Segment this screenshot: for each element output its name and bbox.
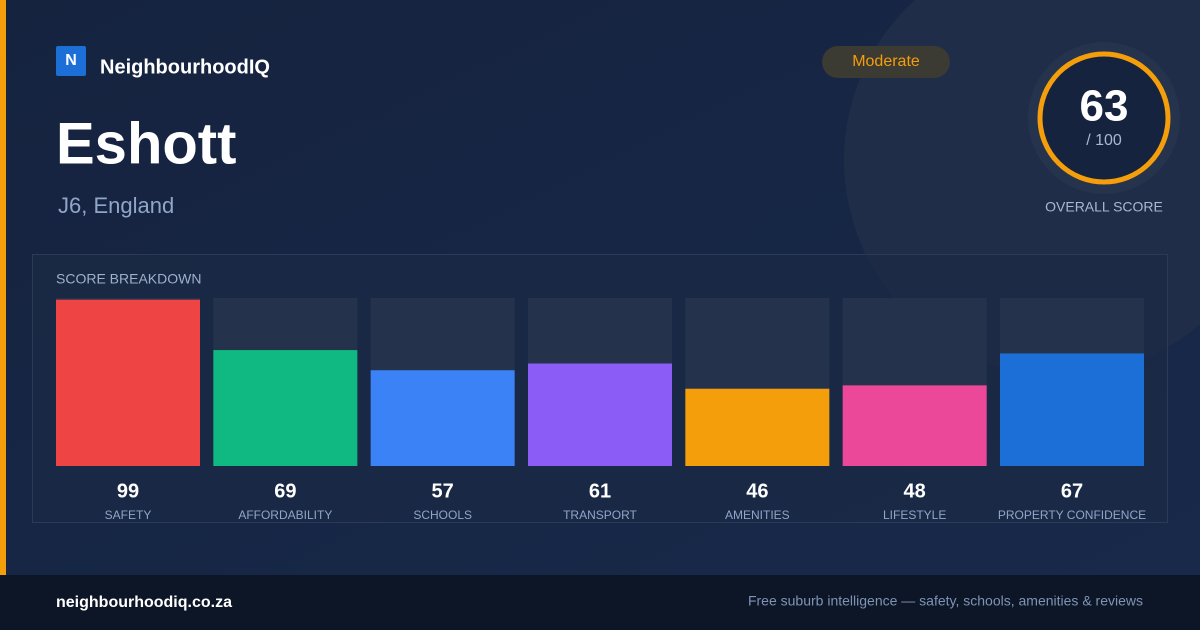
bar — [685, 388, 830, 466]
accent-strip — [0, 0, 6, 575]
footer-tagline: Free suburb intelligence — safety, schoo… — [748, 593, 1143, 609]
score-ring — [1037, 51, 1171, 185]
bar — [842, 385, 987, 466]
logo — [56, 46, 86, 76]
bar — [528, 363, 672, 466]
bar — [56, 299, 200, 466]
bar-label: AFFORDABILITY — [238, 508, 332, 522]
bar-value: 46 — [746, 480, 768, 502]
footer-site: neighbourhoodiq.co.za — [56, 594, 232, 611]
badge-text: Moderate — [852, 53, 920, 70]
bar-value: 48 — [904, 480, 926, 502]
bar-label: SCHOOLS — [413, 508, 472, 522]
overall-scale: / 100 — [1086, 132, 1122, 149]
bar-value: 61 — [589, 480, 611, 502]
bar-value: 67 — [1061, 480, 1083, 502]
bar-label: AMENITIES — [725, 508, 790, 522]
bar-label: PROPERTY CONFIDENCE — [998, 508, 1146, 522]
place-name: Eshott — [56, 111, 236, 176]
bar-label: TRANSPORT — [563, 508, 637, 522]
bar-value: 99 — [117, 480, 139, 502]
place-location: J6, England — [58, 193, 174, 218]
bar — [370, 370, 515, 466]
bar-value: 69 — [274, 480, 296, 502]
bar-value: 57 — [432, 480, 454, 502]
bar-label: LIFESTYLE — [883, 508, 946, 522]
bar-label: SAFETY — [105, 508, 152, 522]
footer — [0, 575, 1200, 630]
overall-label: OVERALL SCORE — [1045, 199, 1163, 215]
brand-name: NeighbourhoodIQ — [100, 56, 270, 78]
logo-letter: N — [65, 52, 77, 69]
overall-score: 63 — [1080, 82, 1129, 131]
breakdown-title: SCORE BREAKDOWN — [56, 271, 201, 287]
badge — [822, 46, 950, 78]
bar — [1000, 353, 1144, 466]
bar — [213, 350, 358, 466]
